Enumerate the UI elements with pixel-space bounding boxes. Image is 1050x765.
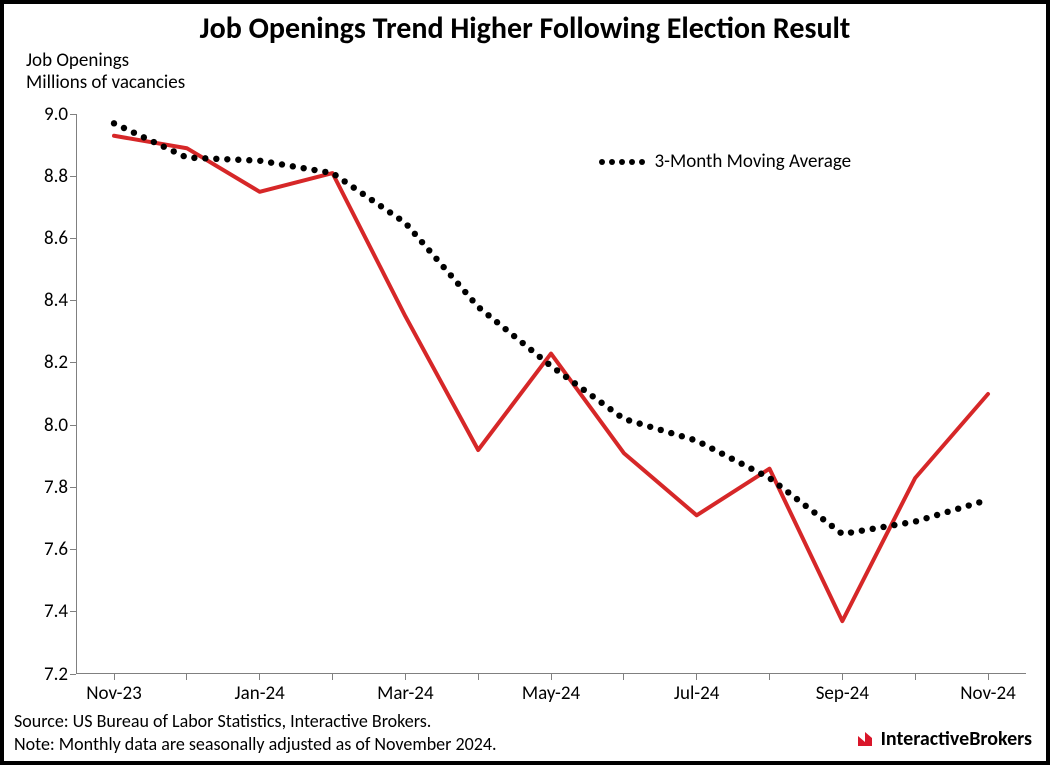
y-tick [70,176,76,177]
x-tick-label: Jul-24 [652,682,742,705]
footer-source: Source: US Bureau of Labor Statistics, I… [14,710,497,733]
y-tick-label: 7.2 [18,663,68,686]
x-tick [478,674,479,680]
y-tick-label: 8.6 [18,227,68,250]
legend-dot [619,159,625,165]
x-tick [551,674,552,680]
x-tick-label: Sep-24 [797,682,887,705]
subtitle-line1: Job Openings [26,50,185,72]
y-tick [70,425,76,426]
brand-text: InteractiveBrokers [881,727,1032,751]
x-tick [988,674,989,680]
x-tick-label: Jan-24 [215,682,305,705]
y-tick-label: 8.0 [18,414,68,437]
footer-note: Note: Monthly data are seasonally adjust… [14,733,497,756]
x-tick [915,674,916,680]
legend-dot [629,159,635,165]
chart-title: Job Openings Trend Higher Following Elec… [4,10,1046,47]
x-tick [114,674,115,680]
legend-dot [599,159,605,165]
y-tick [70,674,76,675]
y-tick [70,549,76,550]
y-tick [70,362,76,363]
y-tick [70,611,76,612]
y-tick [70,300,76,301]
x-tick [769,674,770,680]
x-tick [623,674,624,680]
chart-frame: Job Openings Trend Higher Following Elec… [0,0,1050,765]
chart-subtitle: Job Openings Millions of vacancies [26,50,185,94]
y-tick [70,114,76,115]
legend: 3-Month Moving Average [599,150,852,173]
ib-mark-icon [855,729,875,749]
legend-label: 3-Month Moving Average [655,150,852,173]
y-tick-label: 7.4 [18,600,68,623]
legend-dot [609,159,615,165]
y-tick [70,487,76,488]
y-tick-label: 8.8 [18,165,68,188]
x-tick-label: Nov-24 [943,682,1033,705]
subtitle-line2: Millions of vacancies [26,72,185,94]
series-main-line [114,136,988,621]
x-tick [405,674,406,680]
y-tick [70,238,76,239]
series-svg [76,114,1026,674]
x-tick [332,674,333,680]
x-tick-label: May-24 [506,682,596,705]
x-tick [696,674,697,680]
y-tick-label: 8.4 [18,289,68,312]
y-tick-label: 8.2 [18,351,68,374]
x-tick [842,674,843,680]
legend-dot [639,159,645,165]
y-tick-label: 7.6 [18,538,68,561]
y-tick-label: 7.8 [18,476,68,499]
x-tick-label: Mar-24 [360,682,450,705]
x-tick-label: Nov-23 [69,682,159,705]
x-tick [186,674,187,680]
brand-logo: InteractiveBrokers [855,727,1032,751]
y-tick-label: 9.0 [18,103,68,126]
x-tick [259,674,260,680]
plot-area: 3-Month Moving Average 7.27.47.67.88.08.… [76,114,1026,674]
chart-footer: Source: US Bureau of Labor Statistics, I… [14,710,497,755]
legend-marker-dots [599,159,645,165]
